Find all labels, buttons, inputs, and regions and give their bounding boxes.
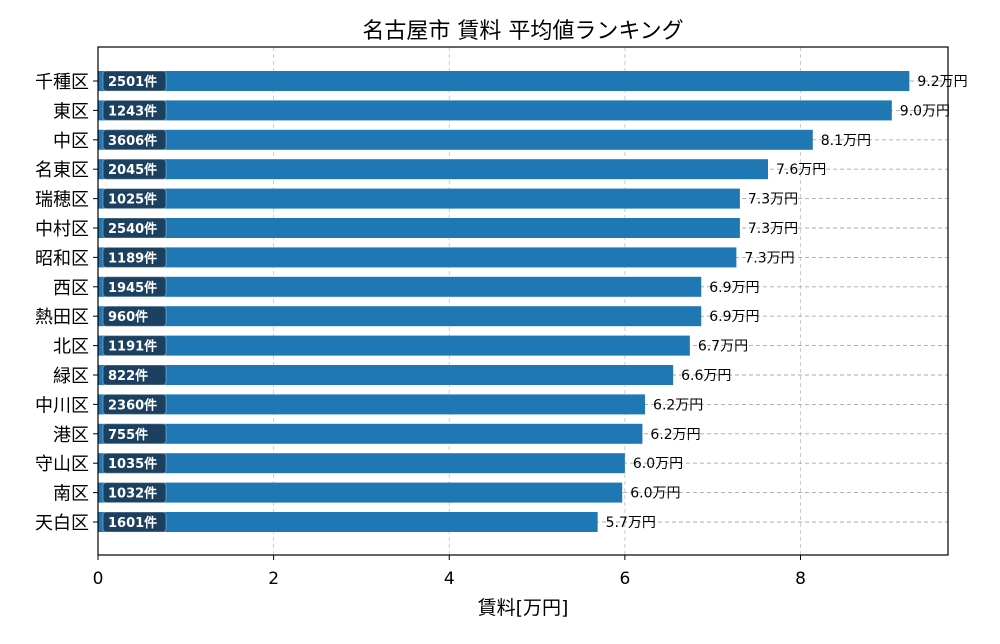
y-tick-label-7: 西区 (53, 278, 89, 299)
count-badge-14 (102, 482, 167, 504)
bar-7 (98, 276, 702, 297)
plot-frame (97, 46, 949, 556)
count-badge-0 (102, 70, 167, 92)
y-tick-label-15: 天白区 (35, 513, 89, 534)
bar-9 (98, 335, 690, 356)
count-label-0: 2501件 (108, 74, 157, 90)
y-tick-label-4: 瑞穂区 (35, 190, 89, 211)
count-label-14: 1032件 (108, 486, 157, 502)
count-badge-7 (102, 276, 167, 298)
value-label-8: 6.9万円 (709, 309, 759, 325)
count-label-10: 822件 (108, 368, 148, 384)
y-tick-label-8: 熱田区 (35, 307, 89, 328)
bar-12 (98, 423, 643, 444)
bar-13 (98, 453, 625, 474)
count-badge-4 (102, 188, 167, 210)
value-label-2: 8.1万円 (821, 133, 871, 149)
x-tick-label-4: 8 (795, 569, 806, 589)
value-label-4: 7.3万円 (748, 192, 798, 208)
value-label-9: 6.7万円 (698, 339, 748, 355)
value-label-13: 6.0万円 (633, 456, 683, 472)
y-axis: 千種区東区中区名東区瑞穂区中村区昭和区西区熱田区北区緑区中川区港区守山区南区天白… (35, 72, 98, 534)
y-tick-label-11: 中川区 (35, 395, 89, 416)
value-label-14: 6.0万円 (630, 486, 680, 502)
value-label-1: 9.0万円 (900, 103, 950, 119)
count-badge-9 (102, 335, 167, 357)
count-label-15: 1601件 (108, 515, 157, 531)
bars: 9.2万円 2501件 9.0万円 1243件 8.1万円 3606件 7.6万円 2045件… (98, 70, 968, 533)
bar-3 (98, 159, 768, 180)
bar-4 (98, 188, 740, 209)
bar-1 (98, 100, 892, 121)
y-tick-label-12: 港区 (53, 425, 89, 446)
grid-lines (97, 47, 948, 555)
x-tick-label-3: 6 (619, 569, 630, 589)
bar-0 (98, 71, 910, 91)
x-tick-label-0: 0 (93, 569, 104, 589)
y-tick-label-2: 中区 (53, 131, 89, 152)
x-axis: 0 2 4 6 8 (93, 555, 806, 589)
count-label-8: 960件 (108, 309, 148, 325)
x-axis-label: 賃料[万円] (478, 597, 569, 619)
value-label-5: 7.3万円 (748, 221, 798, 237)
value-label-0: 9.2万円 (917, 74, 967, 90)
count-badge-11 (102, 393, 167, 415)
bar-5 (98, 218, 740, 238)
count-badge-15 (102, 511, 167, 533)
count-badge-3 (102, 158, 167, 180)
y-tick-label-6: 昭和区 (35, 248, 89, 269)
y-tick-label-0: 千種区 (35, 72, 89, 93)
bar-14 (98, 482, 623, 503)
bar-2 (98, 129, 813, 150)
count-label-11: 2360件 (108, 397, 157, 413)
count-label-13: 1035件 (108, 456, 157, 472)
bar-10 (98, 365, 674, 385)
value-label-15: 5.7万円 (606, 515, 656, 531)
x-tick-label-2: 4 (444, 569, 455, 589)
count-badge-8 (102, 305, 167, 327)
y-tick-label-5: 中村区 (35, 219, 89, 240)
count-label-7: 1945件 (108, 280, 157, 296)
count-badge-6 (102, 246, 167, 268)
count-badge-2 (102, 129, 167, 151)
count-label-6: 1189件 (108, 250, 157, 266)
bar-8 (98, 306, 702, 327)
count-label-2: 3606件 (108, 133, 157, 149)
value-label-11: 6.2万円 (653, 397, 703, 413)
x-tick-label-1: 2 (268, 569, 279, 589)
count-label-9: 1191件 (108, 339, 157, 355)
bar-11 (98, 394, 646, 415)
count-label-5: 2540件 (108, 221, 157, 237)
y-tick-label-1: 東区 (53, 101, 89, 122)
bar-15 (98, 512, 598, 532)
count-badge-12 (102, 423, 167, 445)
value-label-3: 7.6万円 (776, 162, 826, 178)
count-badge-5 (102, 217, 167, 239)
count-label-3: 2045件 (108, 162, 157, 178)
value-label-12: 6.2万円 (650, 427, 700, 443)
y-tick-label-13: 守山区 (35, 454, 89, 475)
y-tick-label-9: 北区 (53, 337, 89, 358)
bar-6 (98, 247, 737, 268)
chart-title: 名古屋市 賃料 平均値ランキング (362, 19, 683, 44)
count-badge-1 (102, 99, 167, 121)
y-tick-label-14: 南区 (53, 484, 89, 505)
count-badge-13 (102, 452, 167, 474)
value-label-10: 6.6万円 (681, 368, 731, 384)
count-label-12: 755件 (108, 427, 148, 443)
y-tick-label-10: 緑区 (53, 366, 89, 387)
count-label-1: 1243件 (108, 103, 157, 119)
value-label-6: 7.3万円 (744, 250, 794, 266)
count-badge-10 (102, 364, 167, 386)
count-label-4: 1025件 (108, 192, 157, 208)
y-tick-label-3: 名東区 (35, 160, 89, 181)
value-label-7: 6.9万円 (709, 280, 759, 296)
